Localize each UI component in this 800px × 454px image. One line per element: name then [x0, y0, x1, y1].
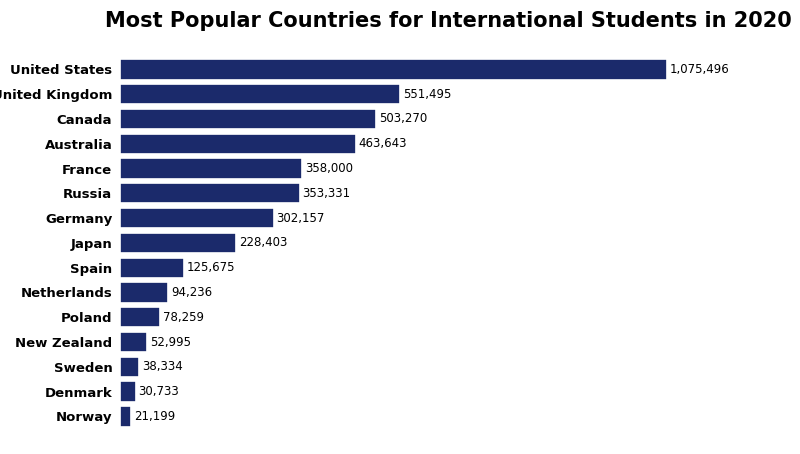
Text: 94,236: 94,236 — [171, 286, 212, 299]
Text: 228,403: 228,403 — [239, 237, 287, 249]
Text: 125,675: 125,675 — [187, 261, 235, 274]
Bar — [120, 208, 274, 228]
Bar — [120, 257, 184, 278]
Text: 353,331: 353,331 — [302, 187, 350, 200]
Bar — [120, 307, 160, 327]
Title: Most Popular Countries for International Students in 2020: Most Popular Countries for International… — [105, 11, 791, 31]
Text: 52,995: 52,995 — [150, 336, 191, 349]
Bar — [120, 133, 356, 154]
Text: 1,075,496: 1,075,496 — [670, 63, 730, 76]
Bar — [120, 332, 147, 352]
Bar — [120, 357, 139, 377]
Bar — [120, 282, 168, 303]
Bar — [120, 183, 299, 203]
Text: 30,733: 30,733 — [138, 385, 179, 398]
Bar — [120, 84, 400, 104]
Text: 21,199: 21,199 — [134, 410, 175, 423]
Bar — [120, 109, 376, 129]
Bar — [120, 158, 302, 179]
Text: 38,334: 38,334 — [142, 360, 183, 373]
Text: 463,643: 463,643 — [358, 137, 407, 150]
Text: 302,157: 302,157 — [277, 212, 325, 225]
Text: 358,000: 358,000 — [305, 162, 353, 175]
Text: 551,495: 551,495 — [403, 88, 452, 101]
Bar — [120, 381, 136, 402]
Text: 503,270: 503,270 — [379, 113, 427, 125]
Bar — [120, 59, 666, 79]
Bar — [120, 406, 130, 427]
Bar — [120, 233, 236, 253]
Text: 78,259: 78,259 — [163, 311, 204, 324]
